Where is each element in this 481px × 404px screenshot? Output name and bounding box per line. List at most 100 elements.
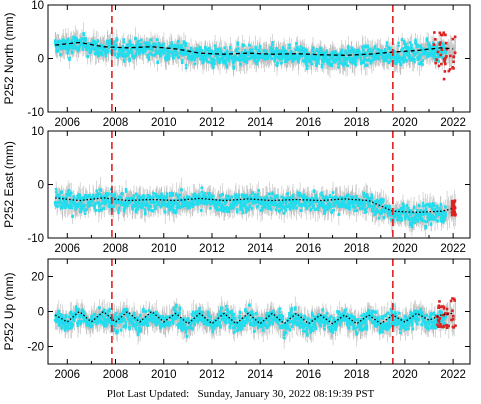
- data-point: [236, 200, 240, 203]
- data-point: [324, 54, 328, 58]
- data-point: [285, 59, 289, 63]
- data-point: [172, 211, 176, 214]
- x-tick-label: 2022: [440, 117, 466, 129]
- data-point: [286, 192, 289, 195]
- data-point: [100, 196, 104, 199]
- data-point: [206, 195, 210, 199]
- data-point: [394, 62, 398, 65]
- data-point: [247, 206, 250, 210]
- data-point: [81, 48, 85, 51]
- data-point: [202, 195, 205, 198]
- data-point: [327, 201, 331, 205]
- data-point: [289, 57, 292, 60]
- data-point: [322, 60, 326, 64]
- data-point: [62, 44, 66, 47]
- data-point: [137, 43, 140, 46]
- data-point: [271, 192, 274, 196]
- data-point: [65, 46, 69, 50]
- data-point: [141, 206, 144, 209]
- data-point: [96, 195, 99, 198]
- data-point: [248, 194, 252, 197]
- data-point: [186, 196, 189, 199]
- data-layer: [53, 22, 457, 81]
- data-point: [358, 53, 362, 57]
- data-point: [317, 50, 321, 54]
- data-point: [67, 43, 70, 47]
- data-point: [70, 51, 74, 55]
- data-point: [204, 56, 208, 59]
- data-point: [256, 200, 260, 204]
- data-point: [328, 195, 332, 199]
- data-point: [302, 195, 305, 199]
- red-point: [453, 51, 457, 55]
- data-point: [243, 60, 246, 63]
- data-point: [138, 46, 142, 50]
- data-point: [97, 192, 100, 196]
- data-point: [214, 49, 217, 52]
- data-point: [122, 50, 125, 54]
- data-point: [159, 205, 163, 209]
- data-point: [182, 196, 186, 200]
- data-point: [201, 198, 204, 202]
- data-point: [202, 202, 206, 206]
- data-point: [111, 49, 115, 52]
- data-point: [165, 53, 169, 57]
- data-point: [144, 49, 147, 53]
- data-point: [96, 39, 100, 42]
- data-point: [74, 40, 78, 44]
- data-point: [244, 205, 248, 209]
- data-point: [85, 48, 88, 51]
- data-point: [177, 56, 180, 59]
- data-point: [410, 46, 414, 50]
- data-point: [98, 202, 102, 206]
- data-point: [317, 54, 320, 57]
- data-point: [430, 51, 434, 55]
- data-point: [311, 198, 314, 202]
- data-point: [185, 52, 189, 56]
- data-point: [93, 48, 97, 51]
- data-point: [155, 50, 159, 53]
- data-point: [171, 208, 174, 211]
- data-point: [55, 194, 58, 198]
- data-point: [185, 201, 189, 204]
- data-point: [207, 192, 211, 195]
- data-point: [163, 196, 166, 200]
- data-point: [225, 65, 228, 69]
- data-point: [105, 50, 109, 54]
- data-point: [298, 193, 302, 197]
- data-point: [190, 58, 194, 62]
- data-point: [246, 198, 249, 202]
- data-point: [276, 205, 280, 208]
- data-point: [127, 198, 131, 202]
- data-point: [413, 54, 417, 57]
- data-point: [225, 49, 229, 53]
- data-point: [231, 204, 234, 207]
- data-point: [72, 35, 75, 39]
- data-point: [88, 201, 92, 204]
- data-point: [339, 58, 342, 62]
- data-point: [296, 45, 299, 49]
- data-point: [253, 193, 257, 196]
- data-point: [194, 193, 197, 196]
- data-point: [176, 43, 179, 47]
- data-point: [258, 49, 261, 53]
- data-point: [65, 196, 68, 199]
- data-point: [328, 60, 331, 63]
- data-point: [79, 39, 83, 43]
- data-point: [321, 203, 325, 206]
- data-point: [345, 52, 349, 56]
- data-point: [440, 43, 444, 47]
- data-point: [58, 45, 62, 48]
- data-point: [133, 198, 136, 202]
- data-point: [395, 56, 399, 60]
- data-point: [330, 53, 333, 57]
- data-point: [227, 210, 231, 214]
- data-point: [99, 189, 102, 193]
- data-point: [427, 43, 430, 47]
- data-point: [320, 63, 324, 66]
- data-point: [81, 206, 85, 209]
- data-point: [304, 204, 307, 208]
- data-point: [256, 58, 260, 62]
- data-point: [269, 199, 273, 203]
- data-point: [328, 63, 332, 67]
